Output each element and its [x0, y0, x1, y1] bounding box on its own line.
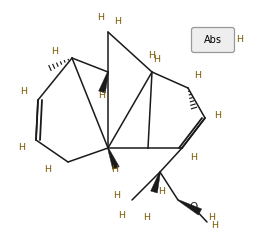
Text: H: H [149, 50, 156, 59]
Text: H: H [211, 222, 219, 230]
Text: O: O [189, 202, 197, 212]
Text: H: H [194, 72, 201, 80]
Polygon shape [178, 200, 202, 215]
Text: H: H [144, 214, 150, 222]
Polygon shape [107, 148, 119, 169]
Text: H: H [20, 88, 28, 96]
Text: H: H [159, 188, 166, 196]
FancyBboxPatch shape [192, 28, 234, 52]
Text: H: H [112, 166, 118, 174]
Text: H: H [237, 36, 243, 44]
Text: H: H [52, 48, 58, 56]
Text: H: H [215, 112, 221, 120]
Polygon shape [99, 72, 108, 93]
Text: H: H [154, 56, 161, 64]
Text: H: H [209, 214, 216, 222]
Text: H: H [118, 210, 125, 220]
Text: H: H [113, 192, 121, 200]
Text: H: H [19, 144, 25, 152]
Text: H: H [97, 14, 105, 22]
Text: H: H [99, 90, 106, 100]
Text: Abs: Abs [204, 35, 222, 45]
Text: H: H [45, 166, 52, 174]
Polygon shape [151, 172, 161, 193]
Text: H: H [114, 18, 122, 26]
Text: H: H [190, 154, 198, 162]
